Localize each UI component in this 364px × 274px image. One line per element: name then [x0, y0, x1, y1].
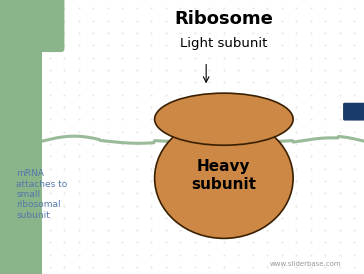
- Text: Light subunit: Light subunit: [180, 37, 268, 50]
- FancyBboxPatch shape: [0, 0, 64, 52]
- Text: mRNA
attaches to
small
ribosomal
subunit: mRNA attaches to small ribosomal subunit: [16, 169, 67, 220]
- Text: Ribosome: Ribosome: [174, 10, 273, 28]
- FancyBboxPatch shape: [0, 103, 39, 123]
- Ellipse shape: [155, 93, 293, 145]
- Text: www.sliderbase.com: www.sliderbase.com: [270, 261, 342, 267]
- FancyBboxPatch shape: [343, 103, 364, 121]
- FancyBboxPatch shape: [35, 0, 364, 274]
- Ellipse shape: [155, 118, 293, 238]
- Text: Heavy
subunit: Heavy subunit: [191, 159, 256, 192]
